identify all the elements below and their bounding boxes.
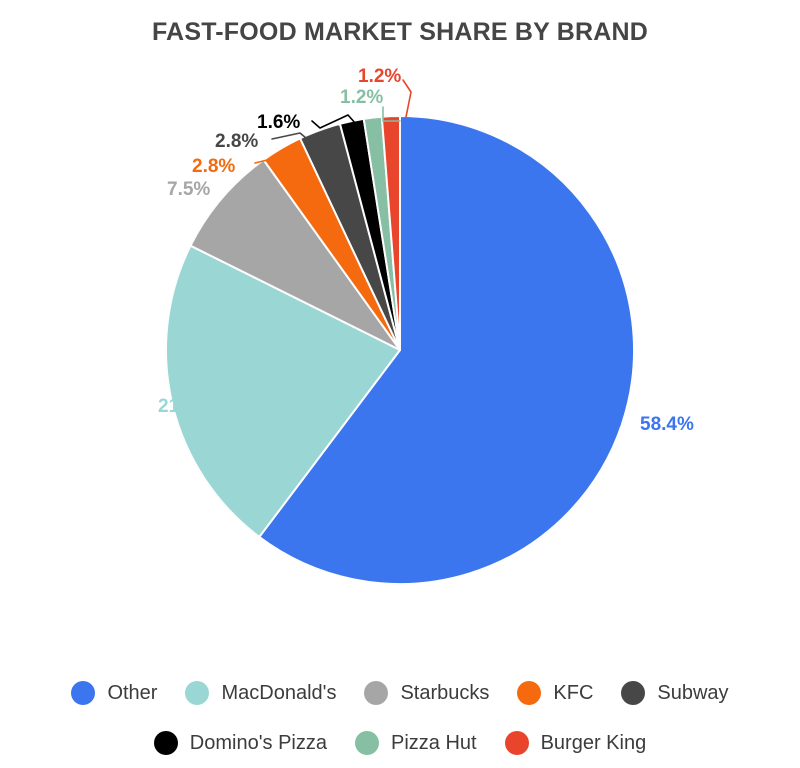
page-title: FAST-FOOD MARKET SHARE BY BRAND	[151, 18, 649, 46]
legend-swatch-icon	[364, 681, 389, 705]
legend-item-kfc[interactable]: KFC	[517, 681, 593, 705]
slice-value-label: 58.4%	[640, 414, 694, 435]
slice-value-label: 1.6%	[257, 112, 300, 133]
legend-item-burger-king[interactable]: Burger King	[504, 731, 647, 755]
slice-value-label: 1.2%	[358, 66, 401, 87]
legend-item-starbucks[interactable]: Starbucks	[364, 681, 489, 705]
legend-item-macdonald-s[interactable]: MacDonald's	[185, 681, 336, 705]
leader-line	[221, 397, 241, 406]
slice-value-label: 7.5%	[167, 179, 210, 200]
legend-swatch-icon	[185, 681, 210, 705]
legend-item-label: Burger King	[540, 731, 647, 754]
legend-item-pizza-hut[interactable]: Pizza Hut	[354, 731, 477, 755]
leader-line	[254, 151, 301, 164]
slice-value-label: 2.8%	[192, 156, 235, 177]
leader-line	[229, 197, 249, 211]
slice-value-label: 21.4%	[158, 396, 212, 417]
legend-item-other[interactable]: Other	[71, 681, 157, 705]
legend-swatch-icon	[504, 731, 529, 755]
legend-item-label: Pizza Hut	[390, 731, 477, 754]
legend-item-label: KFC	[553, 681, 594, 704]
pie-slices	[165, 115, 636, 585]
slice-value-label: 1.2%	[340, 87, 383, 108]
leader-line	[311, 114, 357, 129]
legend-item-label: MacDonald's	[221, 681, 337, 704]
leader-line	[382, 106, 401, 122]
legend-item-label: Subway	[657, 681, 729, 704]
slice-value-label: 2.8%	[215, 131, 258, 152]
pie-slice[interactable]	[165, 244, 401, 538]
legend-swatch-icon	[354, 731, 379, 755]
pie-slice[interactable]	[258, 115, 636, 585]
legend-row: Other MacDonald's Starbucks KFC Subway	[0, 668, 800, 718]
legend-item-subway[interactable]: Subway	[621, 681, 729, 705]
pie-leader-lines	[221, 79, 621, 426]
legend-swatch-icon	[517, 681, 542, 705]
pie-plot-area: 58.4% 21.4% 7.5% 2.8% 2.8% 1.6% 1.2% 1.2%	[158, 66, 694, 585]
pie-slice[interactable]	[380, 115, 401, 351]
leader-line	[271, 132, 313, 144]
legend-item-label: Other	[107, 681, 158, 704]
legend-swatch-icon	[621, 681, 646, 705]
legend-row: Domino's Pizza Pizza Hut Burger King	[0, 718, 800, 768]
legend-item-label: Starbucks	[400, 681, 490, 704]
leader-line	[599, 414, 621, 426]
legend-swatch-icon	[153, 731, 178, 755]
legend-item-domino-s-pizza[interactable]: Domino's Pizza	[153, 731, 327, 755]
pie-value-labels: 58.4%21.4%7.5%2.8%2.8%1.6%1.2%1.2%	[158, 66, 694, 435]
pie-svg: 58.4%21.4%7.5%2.8%2.8%1.6%1.2%1.2%	[158, 66, 694, 585]
legend-item-label: Domino's Pizza	[189, 731, 327, 754]
legend-swatch-icon	[71, 681, 96, 705]
chart-legend: Other MacDonald's Starbucks KFC Subway Domin…	[0, 668, 800, 768]
leader-line	[402, 79, 412, 118]
